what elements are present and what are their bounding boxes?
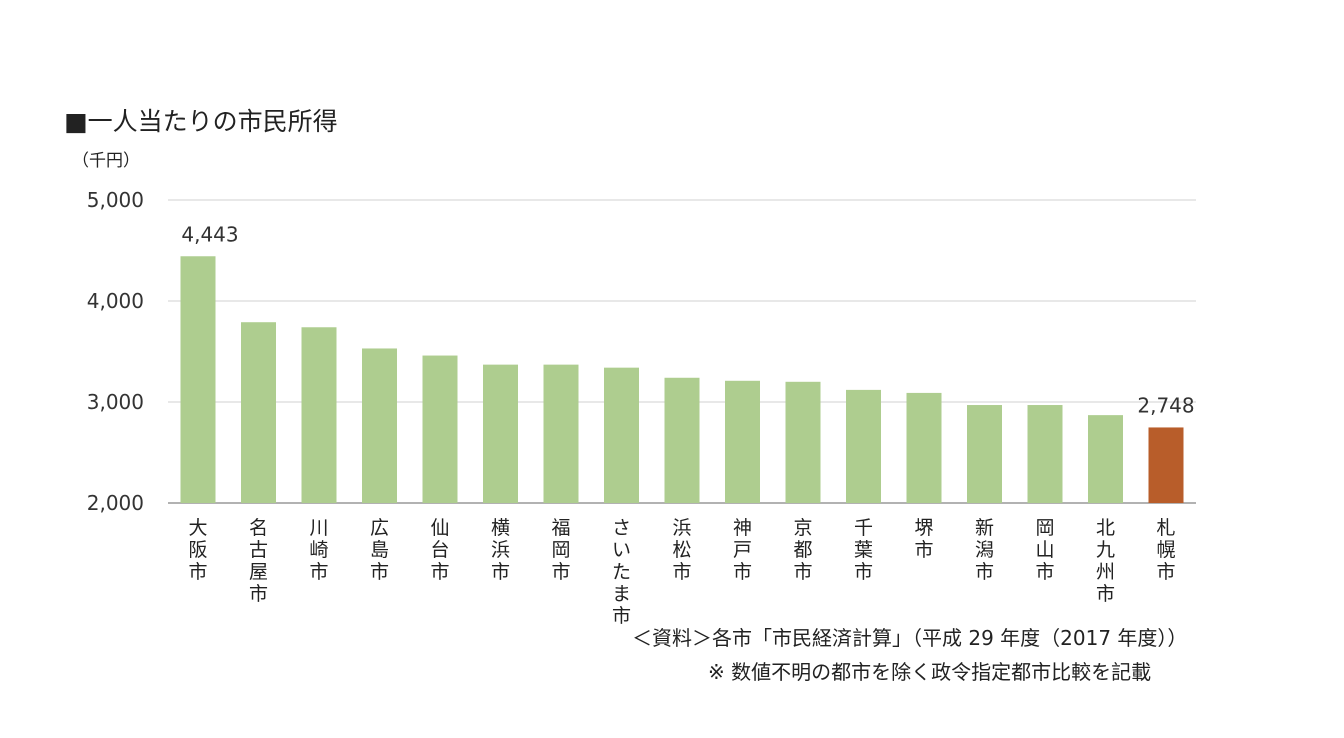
y-tick-label: 2,000: [87, 491, 144, 515]
data-label: 4,443: [181, 222, 238, 246]
x-category-label: 神戸市: [733, 517, 752, 583]
bar: [664, 377, 700, 503]
y-axis-unit-label: （千円）: [72, 151, 140, 171]
x-category-label: 名古屋市: [249, 517, 268, 605]
x-category-label: 福岡市: [551, 517, 570, 583]
y-tick-label: 4,000: [87, 289, 144, 313]
bar: [1027, 405, 1063, 503]
x-category-label: 広島市: [370, 517, 389, 583]
source-note: ＜資料＞各市「市民経済計算」（平成 29 年度（2017 年度））: [632, 626, 1188, 650]
x-category-label: 堺市: [914, 517, 933, 561]
x-category-label: 浜松市: [672, 517, 691, 583]
bar: [1088, 415, 1123, 503]
bar: [846, 389, 881, 503]
x-category-label: 千葉市: [854, 517, 873, 583]
bar: [785, 381, 821, 503]
bar: [483, 364, 518, 503]
x-category-label: 北九州市: [1096, 517, 1115, 605]
x-category-label: 川崎市: [309, 517, 328, 583]
x-category-label: 横浜市: [491, 517, 510, 583]
bar: [362, 348, 397, 503]
bar: [241, 322, 276, 503]
x-category-label: 大阪市: [188, 517, 207, 583]
bar: [906, 392, 942, 503]
x-category-label: 仙台市: [430, 517, 449, 583]
x-category-label: 岡山市: [1035, 517, 1054, 583]
bar: [180, 256, 216, 503]
x-category-label: 新潟市: [975, 517, 994, 583]
bar: [543, 364, 579, 503]
bar: [967, 405, 1002, 503]
bar: [422, 355, 458, 503]
chart-title: ■一人当たりの市民所得: [64, 107, 338, 136]
x-category-label: 札幌市: [1156, 517, 1175, 583]
bar: [725, 380, 760, 503]
y-tick-label: 3,000: [87, 390, 144, 414]
data-label: 2,748: [1137, 393, 1194, 417]
exclusion-note: ※ 数値不明の都市を除く政令指定都市比較を記載: [708, 660, 1152, 684]
x-category-label: 京都市: [793, 517, 812, 583]
bar: [1148, 427, 1184, 503]
x-category-label: さいたま市: [612, 517, 631, 627]
bar: [301, 327, 337, 503]
bar: [604, 367, 639, 503]
y-tick-label: 5,000: [87, 188, 144, 212]
